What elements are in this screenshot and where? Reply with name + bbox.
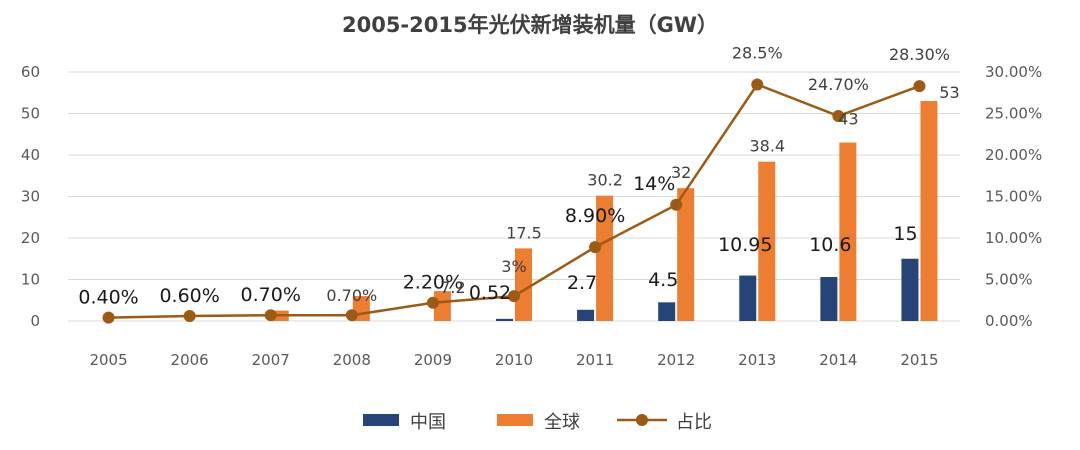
- share-label: 2.20%: [403, 272, 463, 294]
- right-tick-label: 15.00%: [985, 188, 1042, 206]
- left-y-axis: 0 10 20 30 40 50 60: [21, 63, 40, 330]
- data-labels: 0.40% 0.60% 0.70% 0.70% 2.20% 3% 8.90% 14% 28.5%…: [78, 43, 959, 308]
- legend-swatch-global: [497, 414, 533, 426]
- x-tick-label: 2015: [900, 351, 938, 369]
- x-tick-label: 2013: [738, 351, 776, 369]
- x-tick-label: 2012: [657, 351, 695, 369]
- share-point: [589, 241, 602, 254]
- china-label: 10.95: [718, 234, 772, 256]
- x-tick-label: 2010: [495, 351, 533, 369]
- china-label: 2.7: [567, 272, 597, 294]
- right-tick-label: 25.00%: [985, 105, 1042, 123]
- share-line: [102, 78, 926, 324]
- share-label: 0.70%: [326, 286, 377, 305]
- share-point: [751, 78, 764, 91]
- left-tick-label: 10: [21, 271, 40, 289]
- left-tick-label: 0: [30, 312, 40, 330]
- legend: 中国 全球 占比: [363, 412, 712, 433]
- bar-global: [677, 188, 695, 321]
- right-tick-label: 30.00%: [985, 63, 1042, 81]
- x-tick-label: 2007: [252, 351, 290, 369]
- bar-china: [577, 309, 595, 321]
- bar-china: [739, 275, 757, 321]
- share-label: 28.5%: [732, 43, 783, 62]
- share-point: [670, 198, 683, 211]
- global-label: 30.2: [587, 171, 623, 190]
- legend-swatch-china: [363, 414, 399, 426]
- left-tick-label: 30: [21, 188, 40, 206]
- bar-china: [658, 302, 676, 321]
- bar-global: [515, 248, 532, 321]
- bar-china: [820, 277, 838, 321]
- bar-global: [758, 161, 776, 321]
- legend-label-global: 全球: [544, 412, 580, 433]
- left-tick-label: 40: [21, 146, 40, 164]
- legend-marker-share: [636, 414, 648, 426]
- china-label: 4.5: [648, 269, 678, 291]
- share-point: [183, 310, 196, 323]
- global-label: 53: [939, 83, 959, 102]
- chart-title: 2005-2015年光伏新增装机量（GW）: [342, 13, 718, 37]
- share-line-path: [108, 82, 920, 319]
- share-point: [264, 309, 277, 322]
- share-point: [345, 309, 358, 322]
- share-label: 0.40%: [78, 287, 138, 309]
- left-tick-label: 20: [21, 229, 40, 247]
- left-tick-label: 60: [21, 63, 40, 81]
- x-tick-label: 2011: [576, 351, 614, 369]
- china-label: 10.6: [809, 234, 851, 256]
- x-axis: 2005 2006 2007 2008 2009 2010 2011 2012 2013 2014…: [89, 351, 938, 369]
- china-label: 15: [893, 223, 917, 245]
- share-label: 3%: [501, 257, 526, 276]
- right-y-axis: 0.00% 5.00% 10.00% 15.00% 20.00% 25.00% 30.00%: [985, 63, 1042, 330]
- x-tick-label: 2006: [171, 351, 209, 369]
- share-point: [913, 80, 926, 93]
- share-point: [832, 109, 845, 122]
- share-label: 0.70%: [241, 284, 301, 306]
- legend-label-share: 占比: [676, 412, 712, 433]
- share-label: 28.30%: [889, 45, 950, 64]
- x-tick-label: 2009: [414, 351, 452, 369]
- x-tick-label: 2014: [819, 351, 857, 369]
- global-label: 43: [838, 110, 858, 129]
- global-label: 17.5: [506, 223, 542, 242]
- share-label: 24.70%: [808, 75, 869, 94]
- share-point: [508, 290, 520, 303]
- bar-global: [596, 195, 614, 321]
- share-point: [426, 296, 439, 309]
- bar-global: [920, 101, 938, 321]
- bar-china: [901, 258, 919, 321]
- bars: [271, 101, 938, 321]
- gridlines: [68, 71, 960, 322]
- legend-label-china: 中国: [410, 412, 446, 433]
- right-tick-label: 10.00%: [985, 229, 1042, 247]
- right-tick-label: 0.00%: [985, 312, 1033, 330]
- share-label: 8.90%: [565, 205, 625, 227]
- bar-global: [433, 291, 451, 321]
- right-tick-label: 20.00%: [985, 146, 1042, 164]
- x-tick-label: 2008: [333, 351, 371, 369]
- bar-china: [496, 318, 513, 321]
- share-label: 14%: [633, 173, 675, 195]
- x-tick-label: 2005: [89, 351, 127, 369]
- left-tick-label: 50: [21, 105, 40, 123]
- global-label: 7.2: [440, 278, 465, 297]
- bar-global: [839, 142, 857, 321]
- share-label: 0.60%: [159, 285, 219, 307]
- global-label: 32: [671, 163, 691, 182]
- china-label: 0.52: [469, 282, 511, 304]
- share-point: [102, 311, 115, 324]
- right-tick-label: 5.00%: [985, 271, 1033, 289]
- global-label: 38.4: [749, 137, 785, 156]
